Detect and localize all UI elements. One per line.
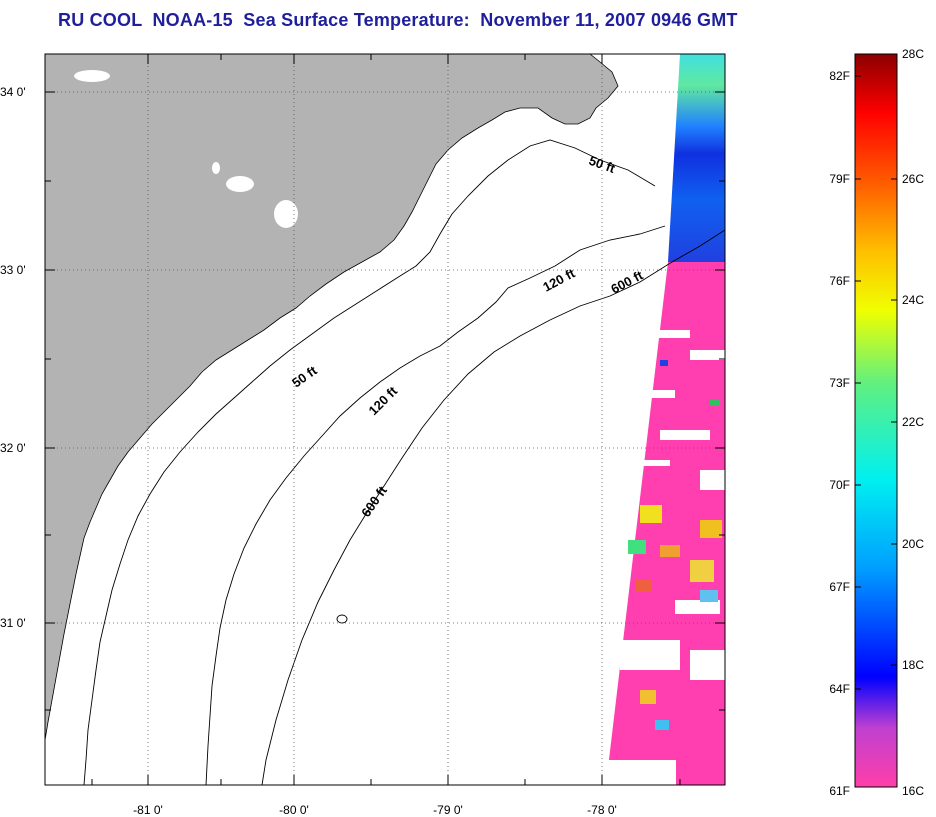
map-title: RU COOL NOAA-15 Sea Surface Temperature:… — [58, 10, 738, 30]
colorbar-c-label: 16C — [902, 784, 924, 798]
colorbar-c-label: 24C — [902, 293, 924, 307]
colorbar-c-label: 20C — [902, 537, 924, 551]
colorbar-f-label: 64F — [829, 682, 850, 696]
land-mass — [45, 54, 619, 741]
colorbar-c-label: 26C — [902, 172, 924, 186]
contour-120ft — [205, 225, 666, 785]
colorbar-c-label: 22C — [902, 415, 924, 429]
lon-tick-label: -81 0' — [133, 803, 163, 817]
lon-tick-label: -80 0' — [279, 803, 309, 817]
lake — [274, 200, 298, 228]
lake — [74, 70, 110, 82]
lake — [212, 162, 220, 174]
colorbar-c-label: 18C — [902, 658, 924, 672]
contour-600ft — [261, 229, 725, 785]
lake — [226, 176, 254, 192]
map-frame — [44, 53, 726, 786]
colorbar-f-label: 73F — [829, 376, 850, 390]
lon-tick-label: -78 0' — [587, 803, 617, 817]
lon-tick-label: -79 0' — [433, 803, 463, 817]
lat-tick-label: 34 0' — [0, 85, 26, 99]
colorbar-f-label: 67F — [829, 580, 850, 594]
colorbar-gradient — [854, 53, 898, 788]
frame-ticks — [45, 54, 725, 785]
colorbar: 82F 79F 76F 73F 70F 67F 64F 61F 28C 26C … — [829, 47, 924, 798]
graticule — [45, 54, 725, 785]
colorbar-f-label: 76F — [829, 274, 850, 288]
lat-tick-label: 32 0' — [0, 441, 26, 455]
lat-tick-label: 31 0' — [0, 616, 26, 630]
contour-50ft — [83, 139, 656, 785]
colorbar-f-label: 61F — [829, 784, 850, 798]
colorbar-f-label: 79F — [829, 172, 850, 186]
lat-tick-label: 33 0' — [0, 263, 26, 277]
colorbar-f-label: 70F — [829, 478, 850, 492]
colorbar-f-label: 82F — [829, 69, 850, 83]
colorbar-c-label: 28C — [902, 47, 924, 61]
satellite-swath — [606, 54, 725, 785]
